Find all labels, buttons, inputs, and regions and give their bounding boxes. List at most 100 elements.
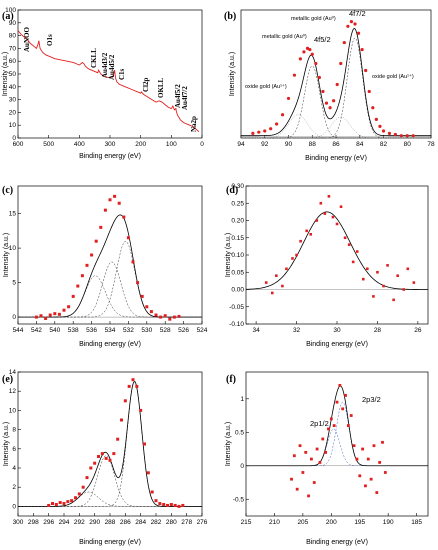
data-point [292, 454, 296, 458]
data-point [361, 447, 364, 451]
x-tick-label: 92 [261, 141, 269, 148]
data-point [402, 288, 406, 291]
data-point [97, 454, 100, 458]
data-point [54, 502, 58, 506]
x-axis-title: Binding energy (eV) [305, 155, 367, 162]
data-point [168, 317, 172, 321]
x-tick-label: 526 [178, 327, 189, 334]
ticks: 215 210 205 200 195 190 185 -0.5 0 0.5 1 [233, 396, 423, 526]
x-tick-label: 30 [333, 327, 341, 334]
data-point [295, 487, 299, 491]
y-tick-label: -0.10 [229, 321, 244, 328]
data-point [318, 461, 322, 464]
data-point [146, 471, 150, 475]
data-point [70, 499, 74, 503]
panel-d: (d) Binding energy (eV) Intensity (a.u.)… [225, 183, 429, 348]
x-tick-label: 600 [13, 141, 24, 148]
fit-envelope [18, 380, 202, 507]
y-tick-label: -0.5 [233, 496, 245, 503]
data-point [386, 264, 389, 267]
panel-label: (d) [226, 185, 238, 196]
x-tick-label: 290 [89, 519, 100, 526]
y-axis-title: Intensity (a.u.) [229, 52, 236, 96]
peak-label-ckll: CKLL [90, 48, 98, 68]
data-point [399, 134, 403, 138]
y-tick-label: 80 [9, 33, 17, 40]
data-point [117, 201, 121, 205]
data-point [335, 82, 339, 87]
y-tick-label: 70 [9, 45, 17, 52]
data-point [159, 315, 163, 319]
y-tick-label: 100 [5, 7, 16, 14]
x-axis-title: Binding energy (eV) [79, 153, 141, 160]
x-tick-label: 84 [356, 141, 364, 148]
data-point [381, 440, 384, 444]
data-point [81, 485, 85, 489]
y-tick-label: 12 [9, 388, 17, 395]
data-point [349, 20, 354, 24]
data-point [34, 315, 38, 319]
data-point [163, 314, 167, 318]
data-point [100, 452, 104, 456]
x-tick-label: 292 [74, 519, 85, 526]
data-point [366, 267, 369, 271]
y-tick-label: 0 [12, 314, 16, 321]
data-point [305, 46, 310, 51]
data-point [327, 427, 330, 431]
data-point [352, 444, 356, 448]
x-tick-label: 86 [332, 141, 340, 148]
x-axis-title: Binding energy (eV) [79, 539, 141, 546]
y-tick-label: 2 [12, 484, 16, 491]
y-tick-label: 4 [12, 465, 16, 472]
x-tick-label: 280 [166, 519, 177, 526]
data-point [358, 474, 362, 478]
data-point [317, 75, 321, 80]
data-point [361, 277, 365, 281]
data-point [93, 461, 97, 465]
y-axis-title: Intensity (a.u.) [3, 422, 10, 466]
data-point [355, 457, 359, 461]
fit-envelope [245, 211, 428, 290]
annotation-2p12: 2p1/2 [310, 419, 329, 428]
data-point [374, 117, 378, 121]
data-point [113, 194, 117, 198]
panel-label: (f) [226, 374, 236, 385]
panel-f: (f) Binding energy (eV) Intensity (a.u.)… [225, 371, 429, 546]
peak-label-au4d32: Au4d3/2 [101, 52, 109, 78]
annotation-4f72: 4f7/2 [349, 9, 366, 18]
plot-frame [245, 185, 429, 325]
x-tick-label: 200 [135, 141, 146, 148]
peak-label-okll: OKLL [157, 77, 165, 98]
data-point [281, 284, 284, 288]
data-point [355, 250, 359, 253]
data-point [323, 212, 327, 215]
y-tick-label: 90 [9, 20, 17, 27]
y-tick-label: 20 [9, 109, 17, 116]
data-point [74, 496, 77, 500]
x-tick-label: 284 [135, 519, 146, 526]
x-tick-label: 286 [120, 519, 131, 526]
data-point [154, 499, 158, 503]
x-tick-label: 190 [383, 519, 394, 526]
fit-envelope [241, 27, 431, 137]
data-point [85, 476, 89, 480]
data-point [412, 281, 416, 284]
x-tick-label: 195 [354, 519, 365, 526]
data-point [372, 444, 376, 448]
data-point [376, 270, 379, 274]
data-point [315, 447, 319, 451]
y-tick-label: 10 [9, 245, 17, 252]
peak-label-na2p: Na2p [190, 116, 198, 132]
panel-label: (b) [224, 11, 236, 22]
data-point [66, 500, 70, 504]
x-tick-label: 200 [326, 519, 337, 526]
plot-frame [17, 185, 203, 325]
plot-frame [245, 371, 429, 517]
panel-e: (e) Binding energy (eV) Intensity (a.u.)… [2, 369, 208, 546]
y-axis-title: Intensity (a.u.) [3, 233, 10, 277]
data-point [381, 129, 386, 133]
survey-line [17, 30, 200, 132]
x-tick-label: 536 [86, 327, 97, 334]
data-point [369, 477, 373, 481]
data-point [375, 491, 379, 494]
